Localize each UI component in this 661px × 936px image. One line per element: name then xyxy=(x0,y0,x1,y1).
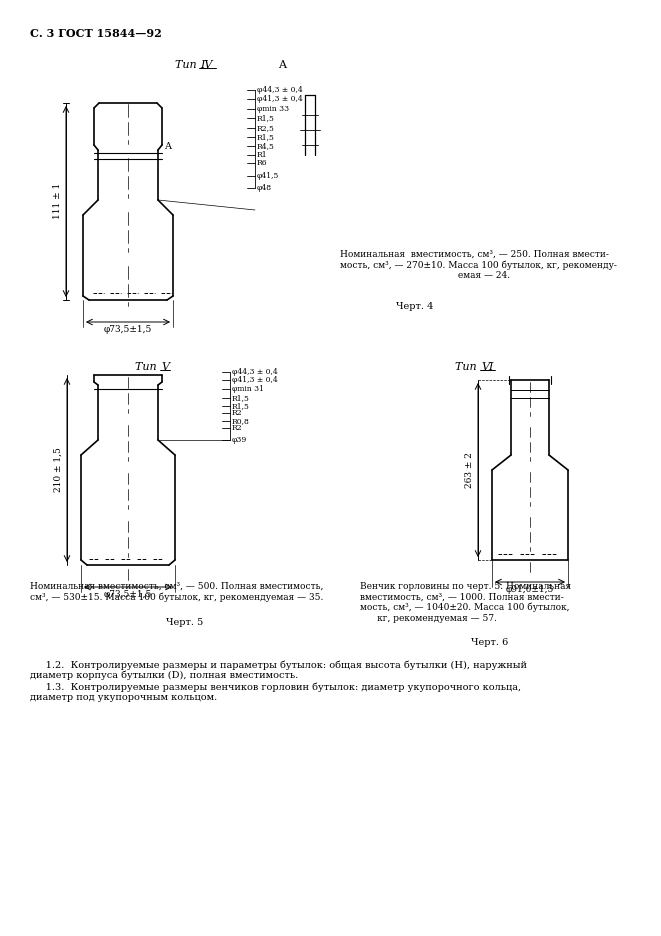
Text: φ41,5: φ41,5 xyxy=(257,172,280,180)
Text: VI: VI xyxy=(481,362,493,372)
Text: φ48: φ48 xyxy=(257,184,272,192)
Text: φ39: φ39 xyxy=(232,436,247,444)
Text: Черт. 4: Черт. 4 xyxy=(397,302,434,311)
Text: R1,5: R1,5 xyxy=(232,402,250,410)
Text: 263 ± 2: 263 ± 2 xyxy=(465,452,474,488)
Text: φmin 33: φmin 33 xyxy=(257,105,289,113)
Text: R4,5: R4,5 xyxy=(257,142,275,150)
Text: Черт. 5: Черт. 5 xyxy=(167,618,204,627)
Text: Тип: Тип xyxy=(455,362,480,372)
Text: φ41,3 ± 0,4: φ41,3 ± 0,4 xyxy=(232,376,278,384)
Text: 210 ± 1,5: 210 ± 1,5 xyxy=(54,447,63,492)
Text: φmin 31: φmin 31 xyxy=(232,385,264,393)
Text: Номинальная вместимость, см³, — 500. Полная вместимость,
см³, — 530±15. Масса 10: Номинальная вместимость, см³, — 500. Пол… xyxy=(30,582,323,602)
Text: R1,5: R1,5 xyxy=(257,133,275,141)
Text: R2: R2 xyxy=(232,424,243,432)
Text: R1,5: R1,5 xyxy=(257,114,275,122)
Text: φ44,3 ± 0,4: φ44,3 ± 0,4 xyxy=(232,368,278,376)
Text: A: A xyxy=(164,142,171,151)
Text: Черт. 6: Черт. 6 xyxy=(471,638,508,647)
Text: IV: IV xyxy=(200,60,212,70)
Text: V: V xyxy=(161,362,169,372)
Text: φ91,0±1,5: φ91,0±1,5 xyxy=(506,585,554,594)
Text: Номинальная  вместимость, см³, — 250. Полная вмести-
мость, см³, — 270±10. Масса: Номинальная вместимость, см³, — 250. Пол… xyxy=(340,250,617,281)
Text: R2: R2 xyxy=(232,409,243,417)
Text: Тип: Тип xyxy=(135,362,160,372)
Text: 1.2.  Контролируемые размеры и параметры бутылок: общая высота бутылки (H), нару: 1.2. Контролируемые размеры и параметры … xyxy=(30,660,527,702)
Text: R2,5: R2,5 xyxy=(257,124,275,132)
Text: С. 3 ГОСТ 15844—92: С. 3 ГОСТ 15844—92 xyxy=(30,28,162,39)
Text: R0,8: R0,8 xyxy=(232,417,250,425)
Text: R1: R1 xyxy=(257,151,268,159)
Text: φ41,3 ± 0,4: φ41,3 ± 0,4 xyxy=(257,95,303,103)
Text: Венчик горловины по черт. 5. Номинальная
вместимость, см³, — 1000. Полная вмести: Венчик горловины по черт. 5. Номинальная… xyxy=(360,582,571,622)
Text: φ73,5±1,5: φ73,5±1,5 xyxy=(104,590,152,599)
Text: φ73,5±1,5: φ73,5±1,5 xyxy=(104,325,152,334)
Text: R1,5: R1,5 xyxy=(232,394,250,402)
Text: 111 ± 1: 111 ± 1 xyxy=(53,183,62,219)
Text: Тип: Тип xyxy=(175,60,200,70)
Text: φ44,3 ± 0,4: φ44,3 ± 0,4 xyxy=(257,86,303,94)
Text: R6: R6 xyxy=(257,159,268,167)
Text: A: A xyxy=(278,60,286,70)
